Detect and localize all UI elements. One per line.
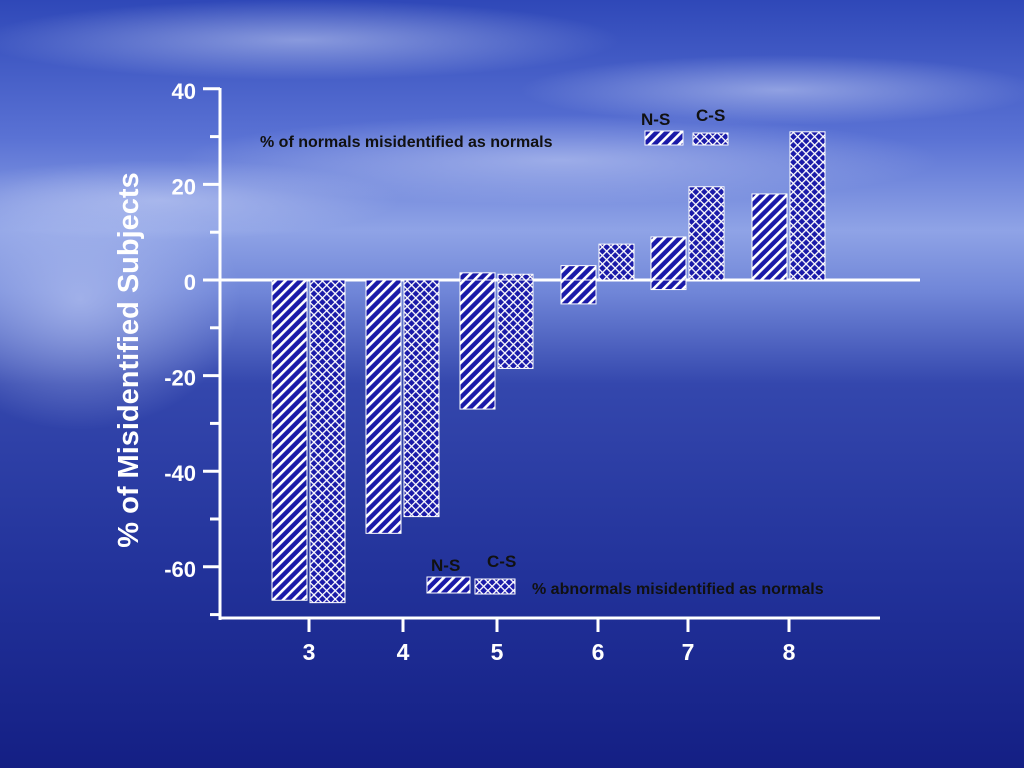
bar-normals-ns-7 — [650, 236, 687, 281]
legend-normals: % of normals misidentified as normals N-… — [260, 106, 729, 151]
bar-abnormals-ns-3 — [271, 279, 308, 601]
x-tick-label: 3 — [303, 639, 316, 665]
y-tick-label: -60 — [164, 557, 196, 582]
bar-normals-cs-5 — [497, 273, 534, 281]
bar-normals-cs-6 — [598, 243, 635, 281]
legend-normals-key-ns-label: N-S — [641, 110, 670, 129]
bar-abnormals-ns-4 — [365, 279, 402, 534]
bar-normals-ns-8 — [751, 193, 788, 281]
legend-abnormals-swatch-ns — [426, 576, 471, 594]
bar-normals-cs-8 — [789, 131, 826, 281]
y-tick-label: -40 — [164, 461, 196, 486]
legend-normals-key-cs-label: C-S — [696, 106, 725, 125]
bar-abnormals-ns-5 — [459, 279, 496, 410]
bar-abnormals-cs-3 — [309, 279, 346, 604]
legend-normals-label: % of normals misidentified as normals — [260, 134, 553, 151]
bar-normals-ns-5 — [459, 272, 496, 281]
y-axis-label: % of Misidentified Subjects — [113, 172, 145, 547]
legend-abnormals-key-cs-label: C-S — [487, 552, 516, 571]
y-tick-label: 40 — [172, 79, 196, 104]
bar-abnormals-cs-5 — [497, 279, 534, 369]
bar-abnormals-cs-4 — [403, 279, 440, 518]
legend-normals-swatch-ns — [644, 130, 684, 146]
x-tick-label: 6 — [592, 639, 605, 665]
x-tick-label: 7 — [682, 639, 695, 665]
bar-abnormals-ns-7 — [650, 279, 687, 291]
x-tick-label: 5 — [491, 639, 504, 665]
bar-normals-ns-6 — [560, 265, 597, 281]
y-tick-label: -20 — [164, 366, 196, 391]
x-tick-label: 8 — [783, 639, 796, 665]
legend-normals-swatch-cs — [692, 132, 729, 146]
legend-abnormals-swatch-cs — [474, 578, 516, 595]
bars — [271, 131, 826, 604]
y-ticks: 40 20 0 -20 -40 -60 — [164, 79, 220, 617]
legend-abnormals-label: % abnormals misidentified as normals — [532, 581, 824, 598]
bar-abnormals-ns-6 — [560, 279, 597, 305]
legend-abnormals: N-S C-S % abnormals misidentified as nor… — [426, 552, 824, 598]
x-ticks: 3 4 5 6 7 8 — [303, 618, 796, 665]
y-tick-label: 20 — [172, 174, 196, 199]
bar-normals-cs-7 — [688, 186, 725, 281]
x-tick-label: 4 — [397, 639, 410, 665]
y-tick-label: 0 — [184, 270, 196, 295]
legend-abnormals-key-ns-label: N-S — [431, 556, 460, 575]
